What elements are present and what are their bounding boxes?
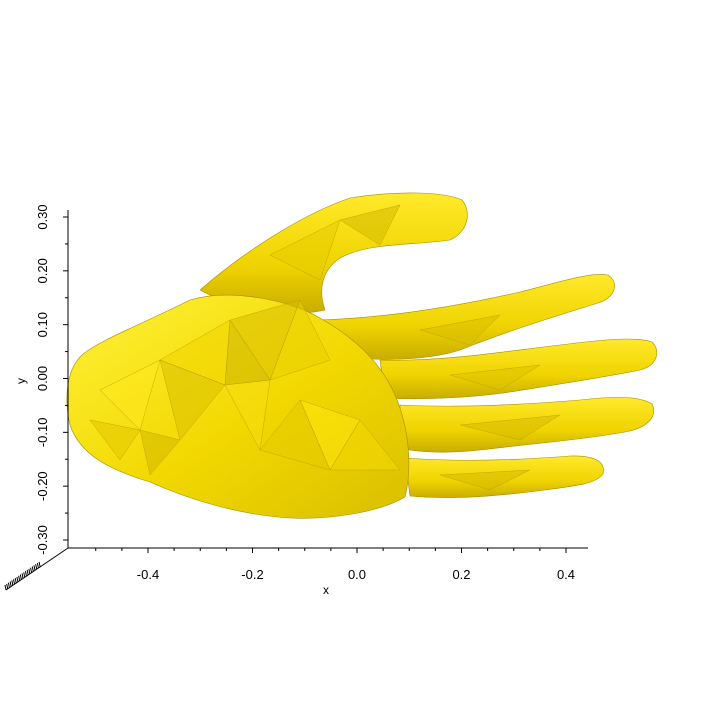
z-tick-mark bbox=[4, 584, 7, 591]
z-tick-mark bbox=[30, 567, 33, 573]
y-axis: 0.30 0.20 0.10 0.00 -0.10 -0.20 -0.30 y bbox=[14, 204, 69, 555]
z-tick-mark bbox=[33, 565, 36, 571]
z-tick-mark bbox=[23, 572, 26, 578]
z-tick-mark bbox=[9, 581, 12, 587]
z-tick-mark bbox=[18, 575, 21, 581]
y-tick-label: 0.30 bbox=[35, 204, 50, 229]
x-axis: -0.4 -0.2 0.0 0.2 0.4 x bbox=[68, 547, 588, 597]
z-tick-mark bbox=[16, 576, 19, 583]
y-tick-label: -0.30 bbox=[35, 525, 50, 555]
x-tick-label: 0.4 bbox=[557, 567, 575, 582]
z-tick-mark bbox=[7, 582, 10, 588]
x-tick-label: 0.0 bbox=[348, 567, 366, 582]
thumb bbox=[199, 192, 468, 314]
z-tick-mark bbox=[31, 566, 34, 572]
z-tick-mark bbox=[35, 564, 38, 570]
y-tick-label: -0.10 bbox=[35, 418, 50, 448]
y-tick-label: 0.00 bbox=[35, 366, 50, 391]
z-tick-mark bbox=[28, 568, 31, 574]
z-tick-mark bbox=[36, 562, 39, 569]
mesh-facets bbox=[89, 204, 561, 491]
y-tick-label: 0.10 bbox=[35, 312, 50, 337]
z-tick-mark bbox=[11, 580, 14, 586]
y-tick-label: -0.20 bbox=[35, 471, 50, 501]
z-tick-mark bbox=[38, 561, 41, 567]
hand-mesh bbox=[66, 192, 658, 519]
z-tick-mark bbox=[24, 571, 27, 577]
z-tick-mark bbox=[13, 579, 16, 585]
x-axis-label: x bbox=[323, 583, 329, 597]
z-tick-mark bbox=[19, 574, 22, 580]
z-tick-mark bbox=[6, 583, 9, 589]
x-tick-label: 0.2 bbox=[452, 567, 470, 582]
x-tick-label: -0.4 bbox=[137, 567, 159, 582]
y-axis-label: y bbox=[14, 378, 28, 384]
z-tick-mark bbox=[21, 573, 24, 579]
x-tick-label: -0.2 bbox=[241, 567, 263, 582]
z-tick-mark bbox=[26, 569, 29, 576]
z-axis-stub bbox=[4, 547, 69, 591]
y-tick-label: 0.20 bbox=[35, 258, 50, 283]
z-tick-mark bbox=[14, 577, 17, 584]
index-finger bbox=[319, 274, 615, 360]
